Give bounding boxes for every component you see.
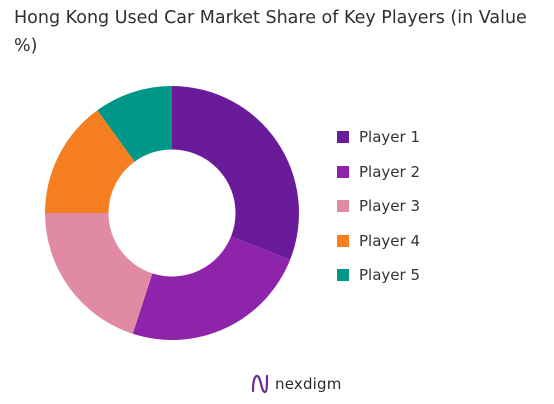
legend-label: Player 4 [359, 231, 420, 250]
legend-label: Player 2 [359, 162, 420, 181]
nexdigm-logo-icon [251, 374, 269, 394]
legend-item-player-1[interactable]: Player 1 [337, 120, 420, 155]
legend-item-player-5[interactable]: Player 5 [337, 258, 420, 293]
brand-logo: nexdigm [250, 372, 342, 396]
donut-slice-5[interactable] [97, 86, 172, 162]
legend-swatch [337, 131, 349, 144]
chart-legend: Player 1 Player 2 Player 3 Player 4 Play… [337, 120, 420, 293]
legend-swatch [337, 269, 349, 282]
donut-slice-4[interactable] [45, 110, 135, 213]
legend-label: Player 1 [359, 128, 420, 147]
donut-slice-2[interactable] [132, 236, 291, 340]
donut-slice-1[interactable] [172, 86, 299, 260]
legend-item-player-4[interactable]: Player 4 [337, 224, 420, 259]
brand-name: nexdigm [275, 375, 342, 393]
chart-title: Hong Kong Used Car Market Share of Key P… [14, 8, 527, 56]
legend-item-player-3[interactable]: Player 3 [337, 189, 420, 224]
legend-label: Player 3 [359, 197, 420, 216]
legend-label: Player 5 [359, 266, 420, 285]
legend-swatch [337, 234, 349, 247]
legend-item-player-2[interactable]: Player 2 [337, 155, 420, 190]
donut-slice-3[interactable] [45, 213, 153, 334]
legend-swatch [337, 165, 349, 178]
legend-swatch [337, 200, 349, 213]
